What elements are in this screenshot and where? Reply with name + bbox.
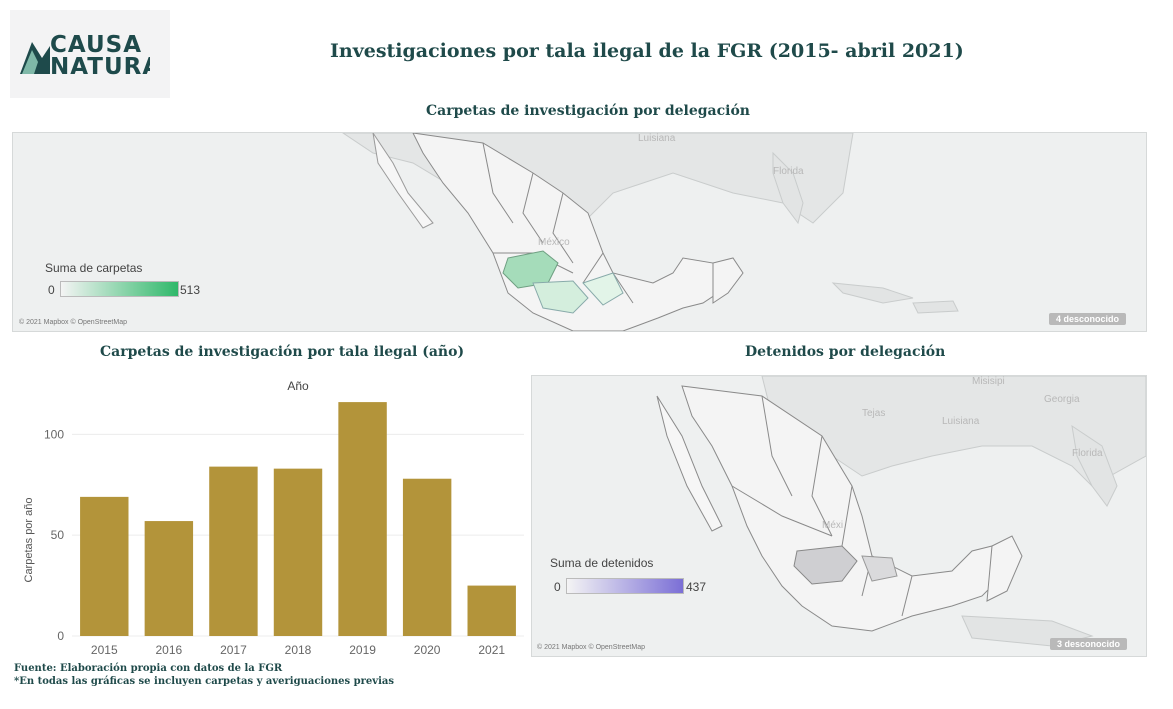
bar-2016[interactable] [144,521,194,636]
x-tick-label: 2016 [156,643,183,657]
x-tick-label: 2017 [220,643,247,657]
y-tick-label: 100 [44,427,64,441]
chart-subtitle: Año [287,379,309,393]
footer-note: *En todas las gráficas se incluyen carpe… [14,676,394,687]
map-bottom-label-tejas: Tejas [862,408,886,419]
xtick-layer: 2015 2016 2017 2018 2019 2020 2021 [91,643,505,657]
bar-2019[interactable] [338,402,387,636]
y-tick-label: 50 [51,528,65,542]
map-top-legend-gradient [60,281,179,297]
bar-2015[interactable] [80,496,129,636]
map-top-legend-max: 513 [180,283,201,297]
x-tick-label: 2020 [414,643,441,657]
y-axis-label: Carpetas por año [23,498,35,583]
logo-line1: CAUSA [50,32,143,58]
map-bottom-legend-gradient [566,578,684,594]
map-top-legend-title: Suma de carpetas [45,261,143,275]
x-tick-label: 2018 [285,643,312,657]
map-top-shapes [342,133,959,331]
map-bottom-legend-max: 437 [686,580,707,594]
chart-title: Carpetas de investigación por tala ilega… [100,344,465,360]
x-tick-label: 2015 [91,643,118,657]
map-top-label-mexico: México [538,237,570,248]
map-top-title: Carpetas de investigación por delegación [426,103,750,119]
map-bottom-legend-min: 0 [554,580,561,594]
y-tick-label: 0 [57,629,64,643]
bar-chart: Año Carpetas por año 0 50 100 2015 2016 2017… [23,379,524,657]
map-top-legend-min: 0 [48,283,55,297]
logo-mark-icon [20,42,50,74]
x-tick-label: 2019 [349,643,376,657]
bar-layer [80,402,516,636]
ytick-layer: 0 50 100 [44,427,64,643]
logo-line2: NATURA [50,54,162,80]
page-title: Investigaciones por tala ilegal de la FG… [330,40,964,62]
map-bottom-credit[interactable]: © 2021 Mapbox © OpenStreetMap [537,644,645,651]
map-bottom-title: Detenidos por delegación [745,344,946,360]
x-tick-label: 2021 [478,643,505,657]
map-bottom-label-georgia: Georgia [1044,394,1080,405]
map-top-unknown-badge[interactable]: 4 desconocido [1049,313,1127,325]
map-bottom-panel[interactable]: Misisipi Georgia Tejas Luisiana Florida … [531,375,1147,657]
map-bottom-shapes [656,376,1146,647]
bar-2018[interactable] [273,468,323,636]
map-top-label-florida: Florida [773,166,804,177]
footer-source: Fuente: Elaboración propia con datos de … [14,663,283,674]
logo: CAUSA NATURA [10,10,170,98]
map-top-label-luisiana: Luisiana [638,133,676,144]
map-bottom-unknown-badge[interactable]: 3 desconocido [1050,638,1128,650]
map-bottom-label-luisiana: Luisiana [942,416,980,427]
map-top-credit[interactable]: © 2021 Mapbox © OpenStreetMap [19,319,127,326]
bar-2017[interactable] [209,466,258,636]
map-bottom-legend-title: Suma de detenidos [550,556,654,570]
map-bottom-label-florida: Florida [1072,448,1103,459]
map-top-panel[interactable]: Luisiana Florida México Suma de carpetas… [12,132,1147,332]
bar-2021[interactable] [467,585,516,636]
map-bottom-label-mexico: Méxi [822,520,844,531]
logo-arrow-icon [150,10,170,98]
map-bottom-label-misisipi: Misisipi [972,376,1005,387]
bar-2020[interactable] [402,478,452,636]
